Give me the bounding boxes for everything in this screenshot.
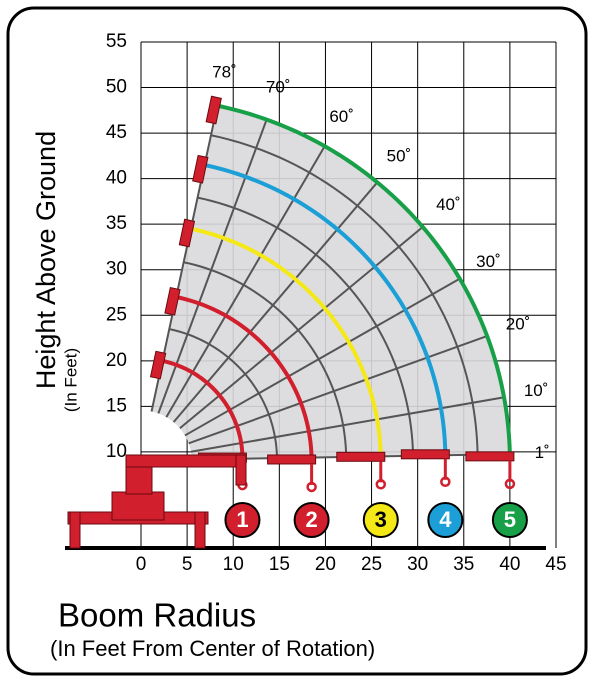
boom-tip [466,452,514,461]
badge-label: 5 [504,507,516,532]
page: {"chart_data": { "type": "boom-range", "… [0,0,594,682]
angle-label: 1˚ [535,443,550,462]
angle-label: 78˚ [212,62,237,81]
x-tick-label: 30 [407,554,428,575]
x-subtitle: (In Feet From Center of Rotation) [50,636,375,661]
badge-label: 3 [375,507,387,532]
badge-label: 4 [439,507,452,532]
x-tick-label: 40 [499,554,520,575]
angle-label: 20˚ [506,314,531,333]
x-tick-label: 15 [269,554,290,575]
badge-label: 2 [305,507,317,532]
y-tick-label: 35 [106,213,127,234]
x-tick-label: 5 [182,554,193,575]
angle-label: 50˚ [387,146,412,165]
angle-label: 70˚ [266,78,291,97]
y-tick-label: 55 [106,31,127,52]
x-tick-label: 20 [315,554,336,575]
angle-label: 30˚ [476,252,501,271]
angle-label: 10˚ [524,381,549,400]
y-title: Height Above Ground [31,131,61,389]
chart: 051015202530354045101520253035404550551˚… [0,0,594,682]
x-tick-label: 35 [453,554,474,575]
x-title: Boom Radius [58,597,256,634]
boom-tip [268,455,316,464]
x-tick-label: 25 [361,554,382,575]
y-tick-label: 50 [106,77,127,98]
y-tick-label: 20 [106,350,127,371]
x-tick-label: 45 [545,554,566,575]
angle-label: 40˚ [436,195,461,214]
y-tick-label: 25 [106,304,127,325]
y-tick-label: 30 [106,259,127,280]
angle-label: 60˚ [329,107,354,126]
y-subtitle: (In Feet) [61,348,80,412]
y-tick-label: 40 [106,168,127,189]
y-tick-label: 45 [106,122,127,143]
boom-tip [401,450,449,459]
badge-label: 1 [236,507,248,532]
boom-tip [337,452,385,461]
y-tick-label: 10 [106,441,127,462]
x-tick-label: 10 [223,554,244,575]
y-tick-label: 15 [106,395,127,416]
x-tick-label: 0 [136,554,147,575]
